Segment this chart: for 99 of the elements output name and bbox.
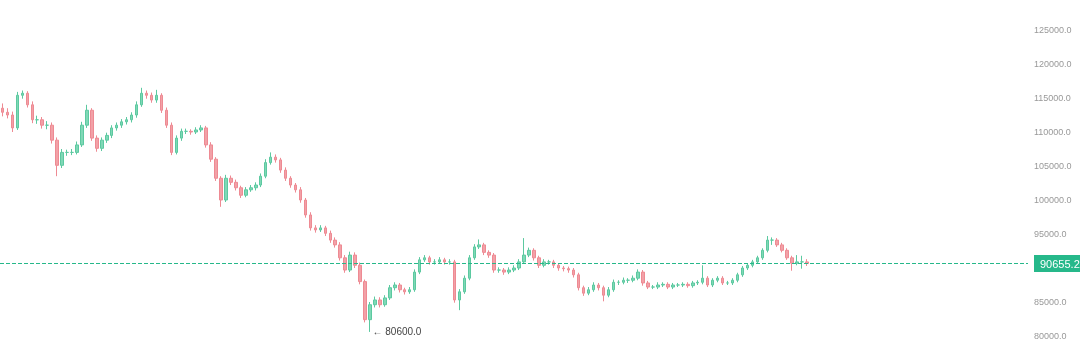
- candlestick: [557, 262, 560, 272]
- candlestick: [607, 286, 610, 298]
- candlestick: [443, 257, 446, 266]
- candlestick: [761, 247, 764, 261]
- candlestick: [428, 255, 431, 266]
- candlestick: [269, 151, 272, 166]
- candlestick: [170, 121, 173, 156]
- candlestick: [274, 153, 277, 164]
- candlestick: [120, 118, 123, 129]
- candlestick: [309, 211, 312, 232]
- candlestick: [294, 182, 297, 194]
- candlestick: [681, 281, 685, 288]
- candlestick: [577, 272, 580, 291]
- candlestick: [16, 91, 19, 131]
- candlestick: [721, 275, 724, 286]
- candlestick: [6, 107, 9, 119]
- candlestick: [567, 266, 570, 274]
- candlestick: [597, 282, 600, 291]
- candlestick: [795, 254, 799, 266]
- candlestick: [21, 90, 24, 100]
- y-tick-label: 120000.0: [1034, 59, 1072, 69]
- candlestick: [666, 281, 670, 290]
- candlestick: [348, 251, 352, 273]
- candlestick: [731, 277, 734, 286]
- candlestick: [770, 236, 774, 246]
- candlestick: [189, 128, 193, 136]
- candlestick: [711, 277, 714, 288]
- candlestick: [741, 265, 744, 278]
- candlestick: [378, 296, 382, 308]
- candlestick: [413, 268, 416, 293]
- candlestick: [175, 134, 178, 155]
- candlestick: [716, 275, 719, 283]
- candlestick: [612, 279, 615, 293]
- candlestick: [671, 282, 675, 290]
- candlestick: [145, 90, 148, 100]
- candlestick: [279, 157, 282, 174]
- candlestick: [31, 100, 34, 124]
- candlestick: [686, 281, 690, 289]
- candlestick: [130, 111, 133, 123]
- y-tick-label: 80000.0: [1034, 331, 1067, 341]
- candlestick: [746, 262, 749, 271]
- candlestick: [135, 100, 138, 119]
- candlestick: [60, 148, 64, 169]
- candlestick: [160, 92, 163, 114]
- y-tick-label: 115000.0: [1034, 93, 1071, 103]
- candlestick: [264, 158, 267, 179]
- candlestick: [1, 102, 4, 117]
- y-tick-label: 125000.0: [1034, 25, 1072, 35]
- candlestick: [319, 224, 322, 233]
- candlestick: [418, 256, 421, 275]
- annotation: ← 80600.0: [372, 326, 422, 338]
- candlestick: [766, 235, 769, 253]
- candlestick: [701, 264, 704, 285]
- candlestick: [438, 256, 441, 265]
- y-tick-label: 100000.0: [1034, 195, 1072, 205]
- candlestick: [11, 111, 14, 133]
- candlestick: [463, 274, 466, 295]
- candlestick: [155, 89, 158, 104]
- candlestick: [324, 225, 327, 237]
- candlestick: [562, 265, 565, 272]
- candlestick: [398, 282, 402, 293]
- y-tick-label: 110000.0: [1034, 127, 1071, 137]
- candlestick: [587, 286, 590, 296]
- candlestick: [304, 197, 307, 219]
- candlestick: [26, 90, 29, 109]
- candlestick: [582, 285, 585, 297]
- candlestick: [706, 275, 709, 288]
- candlestick: [592, 281, 595, 293]
- candlestick: [180, 128, 183, 142]
- y-tick-label: 95000.0: [1034, 229, 1067, 239]
- candlestick: [40, 116, 44, 130]
- candlestick: [408, 286, 411, 295]
- candlestick: [423, 254, 426, 263]
- y-tick-label: 105000.0: [1034, 161, 1072, 171]
- candlestick: [284, 166, 287, 182]
- candlestick: [140, 87, 143, 108]
- candlestick: [756, 255, 759, 265]
- candlestick: [497, 266, 501, 274]
- candlestick: [150, 92, 153, 104]
- candlestick: [602, 285, 605, 302]
- candlestick: [800, 255, 804, 270]
- candlestick: [468, 254, 471, 281]
- candlestick: [622, 277, 625, 285]
- candlestick: [736, 272, 739, 283]
- candlestick: [165, 107, 168, 129]
- candlestick: [125, 116, 128, 126]
- candlestick: [572, 267, 575, 279]
- candlestick: [458, 288, 461, 311]
- candlestick: [542, 258, 546, 268]
- candlestick: [453, 259, 456, 304]
- candlestick: [115, 121, 118, 132]
- ref-line-label: 90655.2: [1040, 257, 1080, 270]
- candlestick: [299, 186, 302, 204]
- candlestick: [691, 280, 695, 289]
- candlestick: [224, 174, 228, 203]
- y-tick-label: 85000.0: [1034, 297, 1067, 307]
- candlestick: [289, 175, 292, 189]
- candlestick: [502, 267, 506, 276]
- candlestick: [314, 224, 317, 234]
